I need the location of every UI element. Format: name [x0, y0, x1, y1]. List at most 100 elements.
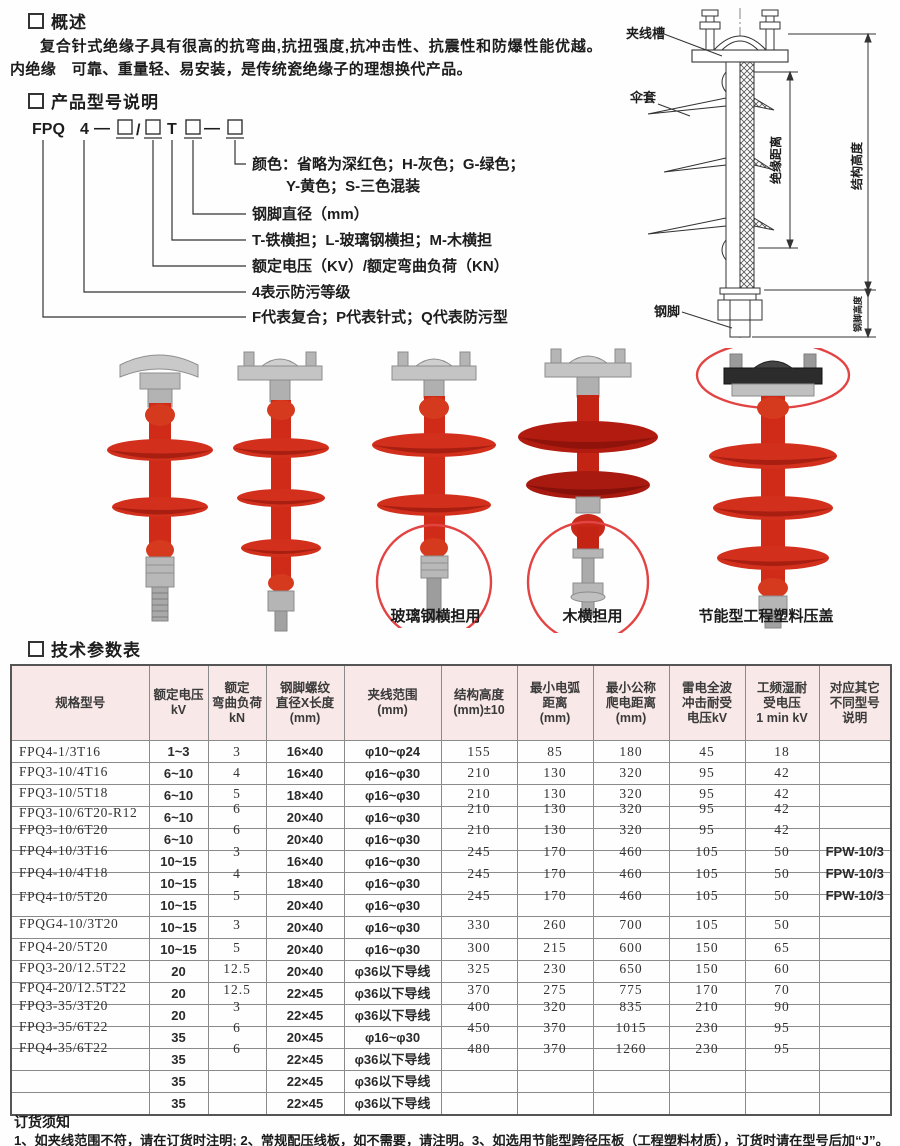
value-cell: 300 — [440, 938, 518, 961]
value-cell — [818, 762, 892, 785]
cell-text: 6 — [233, 1040, 241, 1056]
label-sheath: 伞套 — [629, 90, 657, 105]
table-row: 35 22×45 φ36以下导线 — [10, 1070, 892, 1093]
cell-text: 5 — [233, 939, 241, 955]
cell-text: 835 — [619, 998, 643, 1014]
value-cell: 105 — [668, 889, 746, 917]
table-row: FPQ4-10/3T16 10~15 3 16×40 φ16~φ30 245 170 460 1… — [10, 844, 892, 873]
cell-text: 95 — [699, 800, 715, 816]
value-cell: 16×40 — [265, 762, 345, 785]
cell-text: 6~10 — [163, 810, 194, 825]
cell-text: 320 — [619, 785, 643, 801]
cell-text: 95 — [774, 1019, 790, 1035]
cell-text: 10~15 — [160, 898, 197, 913]
cell-text: 20×40 — [286, 942, 324, 957]
cell-text: 325 — [467, 960, 491, 976]
cell-text: FPQ3-35/3T20 — [19, 997, 108, 1013]
cell-text: 700 — [619, 916, 643, 932]
code-box-voltage — [117, 119, 133, 135]
value-cell — [818, 784, 892, 807]
cell-text: 450 — [467, 1019, 491, 1035]
cell-text: FPQ3-35/6T22 — [19, 1018, 108, 1034]
section-square-icon — [28, 641, 44, 657]
column-header: 最小公称 爬电距离 (mm) — [592, 664, 670, 741]
value-cell — [818, 1092, 892, 1116]
cell-text: 16×40 — [286, 854, 324, 869]
cell-text: 150 — [695, 960, 719, 976]
value-cell: 130 — [516, 823, 594, 851]
cell-text: 95 — [774, 1040, 790, 1056]
cell-text: 50 — [774, 843, 790, 859]
value-cell: 20×40 — [265, 960, 345, 983]
value-cell — [818, 806, 892, 829]
cell-text: 22×45 — [286, 986, 324, 1001]
column-header: 额定电压 kV — [148, 664, 209, 741]
core-right — [739, 61, 755, 289]
value-cell — [818, 960, 892, 983]
model-cell: FPQ3-10/5T18 — [10, 784, 150, 807]
value-cell: 18 — [744, 740, 820, 763]
cell-text: 400 — [467, 998, 491, 1014]
cell-text: 130 — [543, 800, 567, 816]
value-cell: 20×40 — [265, 806, 345, 829]
cell-text: φ36以下导线 — [354, 1052, 431, 1067]
cell-text: 5 — [233, 887, 241, 903]
value-cell — [440, 1092, 518, 1116]
code-box-pin — [185, 119, 201, 135]
cell-text: 130 — [543, 764, 567, 780]
cell-text: 460 — [619, 887, 643, 903]
value-cell — [818, 740, 892, 763]
insulator-technical-drawing: 夹线槽 伞套 钢脚 绝缘距离 结构高度 钢脚高度 — [626, 8, 876, 339]
photo-caption-wood: 木横担用 — [562, 608, 623, 625]
label-insulation-distance: 绝缘距离 — [768, 136, 783, 184]
cell-text: φ16~φ30 — [364, 854, 421, 869]
value-cell: 10~15 — [148, 916, 209, 939]
value-cell: 700 — [592, 916, 670, 939]
cell-text: 3 — [233, 998, 241, 1014]
value-cell: φ16~φ30 — [343, 938, 442, 961]
value-cell: FPW-10/3 — [818, 889, 892, 917]
pin-hardware — [717, 287, 763, 338]
cell-text: 370 — [543, 1019, 567, 1035]
insulator-photo-2 — [233, 351, 329, 632]
label-voltage-load: 额定电压（KV）/额定弯曲负荷（KN） — [252, 257, 509, 275]
cell-text: 20×40 — [286, 964, 324, 979]
overview-heading: 概述 — [28, 8, 87, 33]
cell-text: 20 — [171, 1008, 186, 1023]
value-cell: 35 — [148, 1026, 209, 1049]
column-header: 结构高度 (mm)±10 — [440, 664, 518, 741]
cell-text: φ36以下导线 — [354, 986, 431, 1001]
label-pollution: 4表示防污等级 — [252, 283, 351, 301]
cell-text: 22×45 — [286, 1008, 324, 1023]
cell-text: FPQ4-10/3T16 — [19, 842, 108, 858]
value-cell: 18×40 — [265, 872, 345, 895]
value-cell: 20 — [148, 1004, 209, 1027]
value-cell: 3 — [207, 740, 267, 763]
section-square-icon — [28, 13, 44, 29]
dim-pin — [752, 288, 876, 339]
value-cell — [592, 1070, 670, 1093]
overview-heading-text: 概述 — [51, 13, 87, 32]
code-dash1: — — [94, 120, 110, 137]
cell-text: 50 — [774, 916, 790, 932]
cell-text: 4 — [233, 764, 241, 780]
cell-text: 170 — [543, 887, 567, 903]
value-cell — [592, 1092, 670, 1116]
cell-text: 10~15 — [160, 920, 197, 935]
insulator-photo-3 — [372, 351, 496, 628]
value-cell: 320 — [592, 762, 670, 785]
value-cell: 20×40 — [265, 938, 345, 961]
cell-text: 6~10 — [163, 832, 194, 847]
table-row: FPQ3-10/4T16 6~10 4 16×40 φ16~φ30 210 130 320 95… — [10, 762, 892, 785]
label-pin-height: 钢脚高度 — [852, 295, 863, 332]
value-cell: 460 — [592, 889, 670, 917]
value-cell: 20×40 — [265, 894, 345, 917]
cell-text: 130 — [543, 785, 567, 801]
cell-text: 775 — [619, 981, 643, 997]
table-row: FPQ4-20/5T20 10~15 5 20×40 φ16~φ30 300 215 600 1… — [10, 938, 892, 961]
table-row: FPQ3-35/6T22 35 6 20×45 φ16~φ30 450 370 1015 230… — [10, 1020, 892, 1049]
value-cell: 480 — [440, 1042, 518, 1071]
value-cell: 1~3 — [148, 740, 209, 763]
cell-text: FPQ4-1/3T16 — [19, 743, 101, 759]
